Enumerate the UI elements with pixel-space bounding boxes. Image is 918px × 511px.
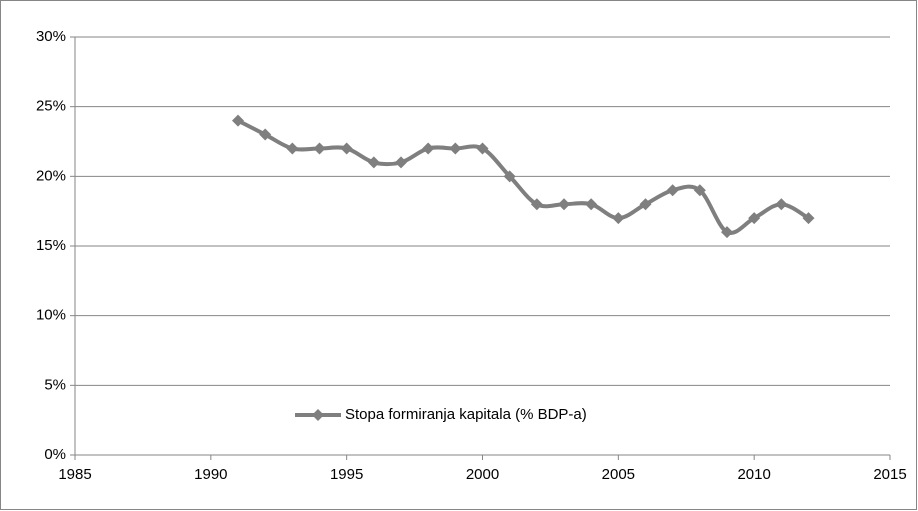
data-point bbox=[530, 198, 543, 211]
y-tick-label: 5% bbox=[44, 376, 66, 393]
data-point bbox=[639, 198, 652, 211]
data-point bbox=[748, 212, 761, 225]
x-tick-label: 2010 bbox=[737, 466, 770, 483]
data-point bbox=[721, 226, 733, 239]
x-tick-label: 2005 bbox=[602, 466, 635, 483]
data-point bbox=[422, 142, 435, 155]
data-point bbox=[313, 142, 326, 155]
x-tick-label: 1990 bbox=[194, 466, 227, 483]
series-line bbox=[237, 118, 810, 235]
data-point bbox=[585, 198, 598, 211]
data-point bbox=[232, 114, 244, 127]
x-tick-label: 2000 bbox=[466, 466, 499, 483]
data-point bbox=[286, 142, 299, 155]
data-point bbox=[395, 156, 407, 169]
data-point bbox=[693, 184, 706, 197]
data-point bbox=[476, 142, 489, 155]
y-tick-label: 20% bbox=[36, 167, 66, 184]
data-point bbox=[802, 212, 815, 225]
data-point bbox=[340, 142, 353, 155]
y-tick-label: 10% bbox=[36, 307, 66, 324]
data-point bbox=[449, 142, 462, 155]
x-tick-label: 1995 bbox=[330, 466, 363, 483]
data-point bbox=[259, 128, 272, 141]
data-point bbox=[367, 156, 380, 169]
data-point bbox=[612, 212, 625, 225]
y-tick-label: 0% bbox=[44, 446, 66, 463]
y-tick-label: 30% bbox=[36, 28, 66, 45]
x-tick-label: 1985 bbox=[58, 466, 91, 483]
x-tick-label: 2015 bbox=[873, 466, 906, 483]
y-tick-label: 25% bbox=[36, 98, 66, 115]
data-point bbox=[666, 184, 679, 197]
data-point bbox=[503, 170, 516, 183]
y-tick-label: 15% bbox=[36, 237, 66, 254]
data-point bbox=[558, 198, 570, 211]
data-point bbox=[775, 198, 788, 211]
legend-label: Stopa formiranja kapitala (% BDP-a) bbox=[345, 406, 587, 423]
legend-marker bbox=[312, 409, 324, 421]
